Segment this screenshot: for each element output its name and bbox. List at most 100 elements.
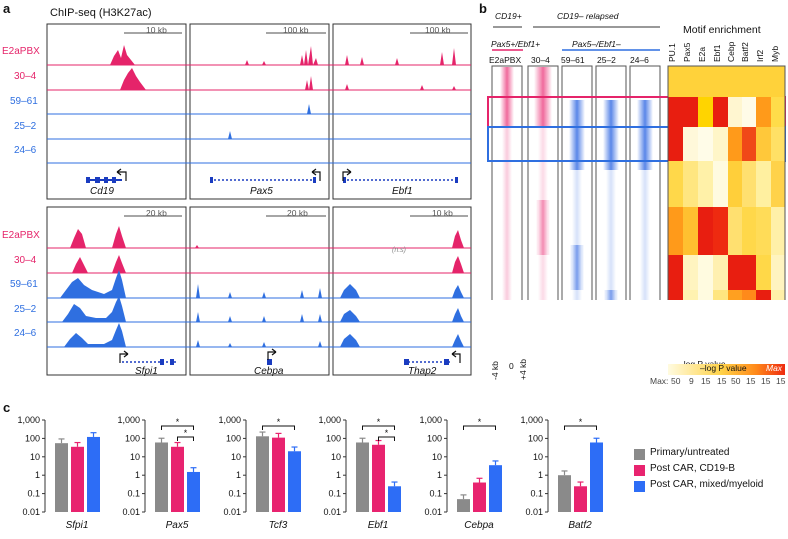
peak-sfpi1-e2apbx [70,226,126,248]
bar-ebf1-0 [356,442,369,512]
y-tick-label: 0.1 [228,489,241,499]
motif-label-7: Myb [770,45,780,62]
sample-label-top-2: 59–61 [10,96,38,107]
locus-box-cd19 [46,23,187,200]
max-value-4: 50 [731,376,741,386]
heatmap-column-25-2 [595,65,627,300]
y-tick-label: 100 [427,433,442,443]
bar-tcf3-0 [256,436,269,512]
max-value-2: 15 [701,376,711,386]
y-tick-label: 0.01 [223,507,241,517]
significance-bracket [262,425,295,430]
bar-pax5-2 [187,471,200,512]
significance-star: * [176,417,180,427]
legend-text-2: Post CAR, mixed/myeloid [650,479,764,490]
legend-swatch-1 [634,465,645,476]
panel-a-title: ChIP-seq (H3K27ac) [50,7,152,19]
max-label: Max: [650,376,669,386]
y-tick-label: 0.1 [328,489,341,499]
motif-label-4: Cebp [726,41,736,62]
max-value-1: 9 [689,376,694,386]
y-tick-label: 1 [135,470,140,480]
y-tick-label: 0.01 [424,507,442,517]
panel-b-letter: b [479,1,487,16]
significance-bracket [378,436,395,441]
significance-star: * [377,417,381,427]
max-value-7: 15 [776,376,786,386]
significance-star: * [385,428,389,438]
gene-model-ebf1 [342,168,458,183]
expression-bar-chart: 1,000 100 10 1 0.1 0.01 Sfpi1 1,000 100 10 1 0.1 0.0… [17,415,603,531]
max-value-5: 15 [746,376,756,386]
column-label-2: 59–61 [561,55,585,65]
bar-cebpa-2 [489,465,502,512]
gene-label-tcf3: Tcf3 [269,520,288,531]
heatmap-column-e2apbx [491,65,523,300]
max-value-0: 50 [671,376,681,386]
y-tick-label: 100 [326,433,341,443]
axis-tick-plus4: +4 kb [518,358,528,380]
motif-label-1: Pax5 [682,42,692,62]
bar-batf2-2 [590,442,603,512]
gene-label-cd19: Cd19 [90,186,114,197]
group-cd19pos: CD19+ [495,11,522,21]
gene-label-ebf1: Ebf1 [368,520,389,531]
motif-labels: PU.1 Pax5 E2a Ebf1 Cebp Batf2 Irf2 Myb [666,40,788,65]
significance-bracket [463,425,496,430]
sample-label-bottom-2: 59–61 [10,279,38,290]
locus-box-pax5 [189,23,330,200]
gene-label-pax5: Pax5 [250,186,273,197]
gene-label-batf2: Batf2 [568,520,592,531]
column-label-4: 24–6 [630,55,649,65]
gene-label-sfpi1: Sfpi1 [66,520,89,531]
motif-label-2: E2a [697,46,707,62]
chipseq-tracks: (n.s) [46,23,472,376]
y-tick-label: 10 [231,452,241,462]
y-tick-label: 1 [437,470,442,480]
motif-label-6: Irf2 [755,49,765,62]
locus-box-thap2 [332,206,472,376]
scale-pax5: 100 kb [283,25,309,35]
sample-label-bottom-3: 25–2 [14,304,37,315]
y-tick-label: 100 [125,433,140,443]
significance-star: * [277,417,281,427]
significance-star: * [478,417,482,427]
peak-cd19-30-4 [120,68,146,90]
legend-swatch-2 [634,481,645,492]
peak-pax5-e2apbx [300,46,318,65]
motif-heatmap [667,65,786,300]
significance-bracket [564,425,597,430]
significance-star: * [579,417,583,427]
sub-pax5pos: Pax5+/Ebf1+ [491,39,541,49]
bar-ebf1-1 [372,444,385,512]
y-tick-label: 0.1 [27,489,40,499]
y-tick-label: 1,000 [117,415,140,425]
max-value-3: 15 [717,376,727,386]
y-tick-label: 1,000 [419,415,442,425]
bar-sfpi1-2 [87,436,100,512]
significance-bracket [177,436,194,441]
y-tick-label: 0.01 [122,507,140,517]
y-tick-label: 0.1 [127,489,140,499]
sub-pax5neg: Pax5–/Ebf1– [572,39,621,49]
column-label-0: E2aPBX [489,55,522,65]
axis-tick-minus4: -4 kb [490,361,500,380]
y-tick-label: 10 [432,452,442,462]
motif-label-0: PU.1 [667,43,677,62]
gene-model-cd19 [86,168,127,183]
peak-ebf1-30-4 [345,84,456,90]
bar-cebpa-0 [457,499,470,512]
y-tick-label: 0.01 [323,507,341,517]
gene-model-sfpi1 [119,350,176,365]
significance-bracket [161,425,194,430]
peak-cd19-e2apbx [110,45,135,65]
bar-sfpi1-0 [55,443,68,512]
sample-label-top-1: 30–4 [14,71,37,82]
motif-label-5: Batf2 [740,42,750,62]
significance-bracket [362,425,395,430]
heatmap-column-30-4 [527,65,559,300]
legend-max: Max [766,363,783,373]
sample-label-top-0: E2aPBX [2,46,40,57]
bar-sfpi1-1 [71,446,84,512]
gene-label-pax5: Pax5 [166,520,189,531]
